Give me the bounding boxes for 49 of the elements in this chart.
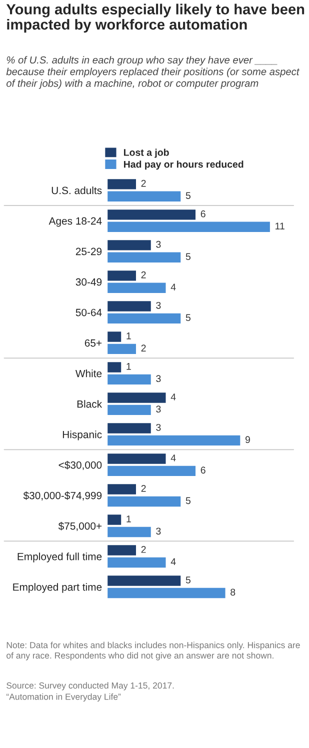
source-note: Source: Survey conducted May 1-15, 2017.: [6, 682, 174, 690]
data-label: 4: [170, 394, 176, 400]
chart-subtitle: % of U.S. adults in each group who say they have ever ____ because their employers replaced their positions (or some aspect of their jobs) with a machine, robot or computer program: [6, 56, 300, 89]
y-tick-label: Ages 18-24: [48, 217, 102, 227]
data-label: 3: [156, 406, 161, 413]
data-label: 2: [141, 344, 146, 352]
data-label: 6: [200, 466, 206, 474]
data-label: 6: [200, 210, 206, 218]
data-label: 9: [245, 436, 250, 444]
legend-label: Lost a job: [124, 148, 169, 158]
data-label: 5: [186, 314, 190, 322]
data-label: 5: [186, 576, 190, 584]
legend-label: Had pay or hours reduced: [124, 160, 244, 170]
data-label: 2: [141, 484, 146, 492]
y-tick-label: $75,000+: [58, 522, 102, 531]
chart-title: Young adults especially likely to have been impacted by workforce automation: [6, 4, 304, 33]
data-label: 1: [126, 332, 131, 340]
data-label: 1: [126, 363, 131, 370]
y-tick-label: U.S. adults: [52, 186, 102, 194]
data-label: 3: [156, 424, 161, 431]
y-tick-label: $30,000-$74,999: [23, 491, 102, 500]
y-tick-label: Hispanic: [62, 430, 102, 440]
data-label: 2: [141, 546, 146, 553]
y-tick-label: Employed part time: [13, 583, 102, 593]
y-tick-label: Black: [77, 400, 102, 408]
data-label: 4: [170, 558, 176, 565]
data-label: 4: [170, 454, 176, 462]
data-label: 5: [186, 497, 190, 504]
y-tick-label: 65+: [84, 339, 102, 347]
y-tick-label: 25-29: [76, 248, 102, 256]
data-label: 1: [126, 516, 131, 522]
data-label: 3: [156, 302, 161, 309]
y-tick-label: Employed full time: [18, 552, 102, 562]
data-label: 3: [156, 528, 161, 535]
data-label: 2: [141, 180, 146, 187]
text: Note: Data for whites and blacks includes non-Hispanics only. Hispanics are of any race. Respondents who did not give an answer are not shown.: [6, 642, 300, 660]
y-tick-label: White: [75, 370, 102, 378]
y-tick-label: 30-49: [76, 278, 102, 286]
data-label: 5: [186, 192, 190, 199]
data-label: 11: [276, 222, 284, 230]
data-label: 4: [170, 284, 176, 290]
data-label: 2: [141, 271, 146, 278]
data-label: 3: [156, 240, 161, 248]
data-label: 5: [186, 253, 190, 260]
data-label: 8: [230, 588, 236, 596]
y-tick-label: <$30,000: [58, 460, 102, 470]
data-label: 3: [156, 375, 161, 382]
y-tick-label: 50-64: [76, 308, 102, 316]
text: “Automation in Everyday Life”: [6, 693, 121, 702]
